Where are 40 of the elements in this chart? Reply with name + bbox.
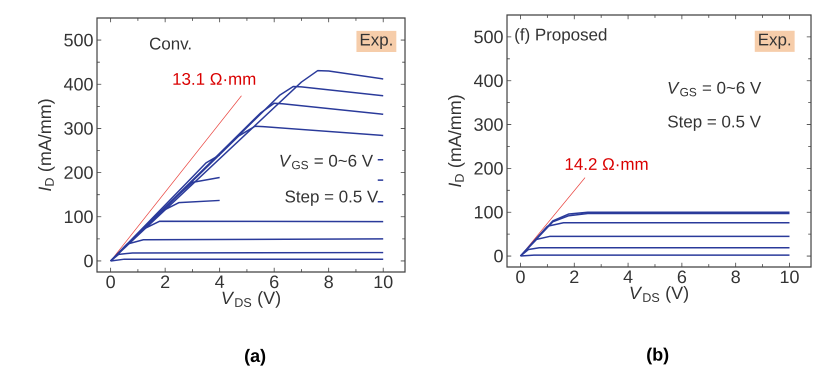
y-tick-label: 200 <box>64 166 93 179</box>
y-tick-label: 300 <box>474 118 503 131</box>
y-tick-label: 200 <box>474 162 503 175</box>
y-tick-label: 0 <box>494 250 503 262</box>
x-tick-label: 4 <box>623 270 633 283</box>
x-axis-title: V$_{DS}$ (V) <box>630 286 688 303</box>
x-tick-label: 10 <box>780 270 799 284</box>
y-tick-label: 400 <box>474 74 503 88</box>
x-tick-label: 10 <box>374 276 392 288</box>
text: (b) <box>647 348 668 364</box>
y-tick-label: 500 <box>474 30 503 44</box>
x-tick-label: 0 <box>516 270 525 284</box>
x-tick-label: 2 <box>161 276 170 288</box>
annotation: Exp. <box>360 34 392 49</box>
y-tick-label: 100 <box>474 206 503 219</box>
y-axis-title: I$_{D}$ (mA/mm) <box>448 95 465 187</box>
y-axis-title: I$_{D}$ (mA/mm) <box>38 99 55 191</box>
y-tick-label: 100 <box>64 210 93 224</box>
x-tick-label: 4 <box>215 276 224 288</box>
x-tick-label: 0 <box>106 276 115 288</box>
x-tick-label: 6 <box>270 276 278 288</box>
text: (a) <box>245 348 266 366</box>
x-tick-label: 2 <box>570 270 578 284</box>
annotation: (f) Proposed <box>515 28 606 44</box>
y-tick-label: 0 <box>84 254 93 268</box>
x-tick-label: 8 <box>324 276 333 288</box>
x-tick-label: 6 <box>678 270 686 284</box>
annotation: V$_{GS}$ = 0~6 V <box>668 82 762 96</box>
annotation: Step = 0.5 V <box>668 116 761 131</box>
y-tick-label: 400 <box>64 78 93 91</box>
annotation: Step = 0.5 V <box>285 190 378 206</box>
x-axis-title: V$_{DS}$ (V) <box>222 291 280 308</box>
annotation: Exp. <box>759 34 790 49</box>
annotation: Conv. <box>150 38 191 50</box>
y-tick-label: 300 <box>64 122 93 135</box>
y-tick-label: 500 <box>64 34 93 46</box>
annotation: V$_{GS}$ = 0~6 V <box>280 154 374 170</box>
x-tick-label: 8 <box>731 270 740 284</box>
annotation: 13.1 Ω·mm <box>173 72 256 85</box>
annotation: 14.2 Ω·mm <box>566 158 648 170</box>
